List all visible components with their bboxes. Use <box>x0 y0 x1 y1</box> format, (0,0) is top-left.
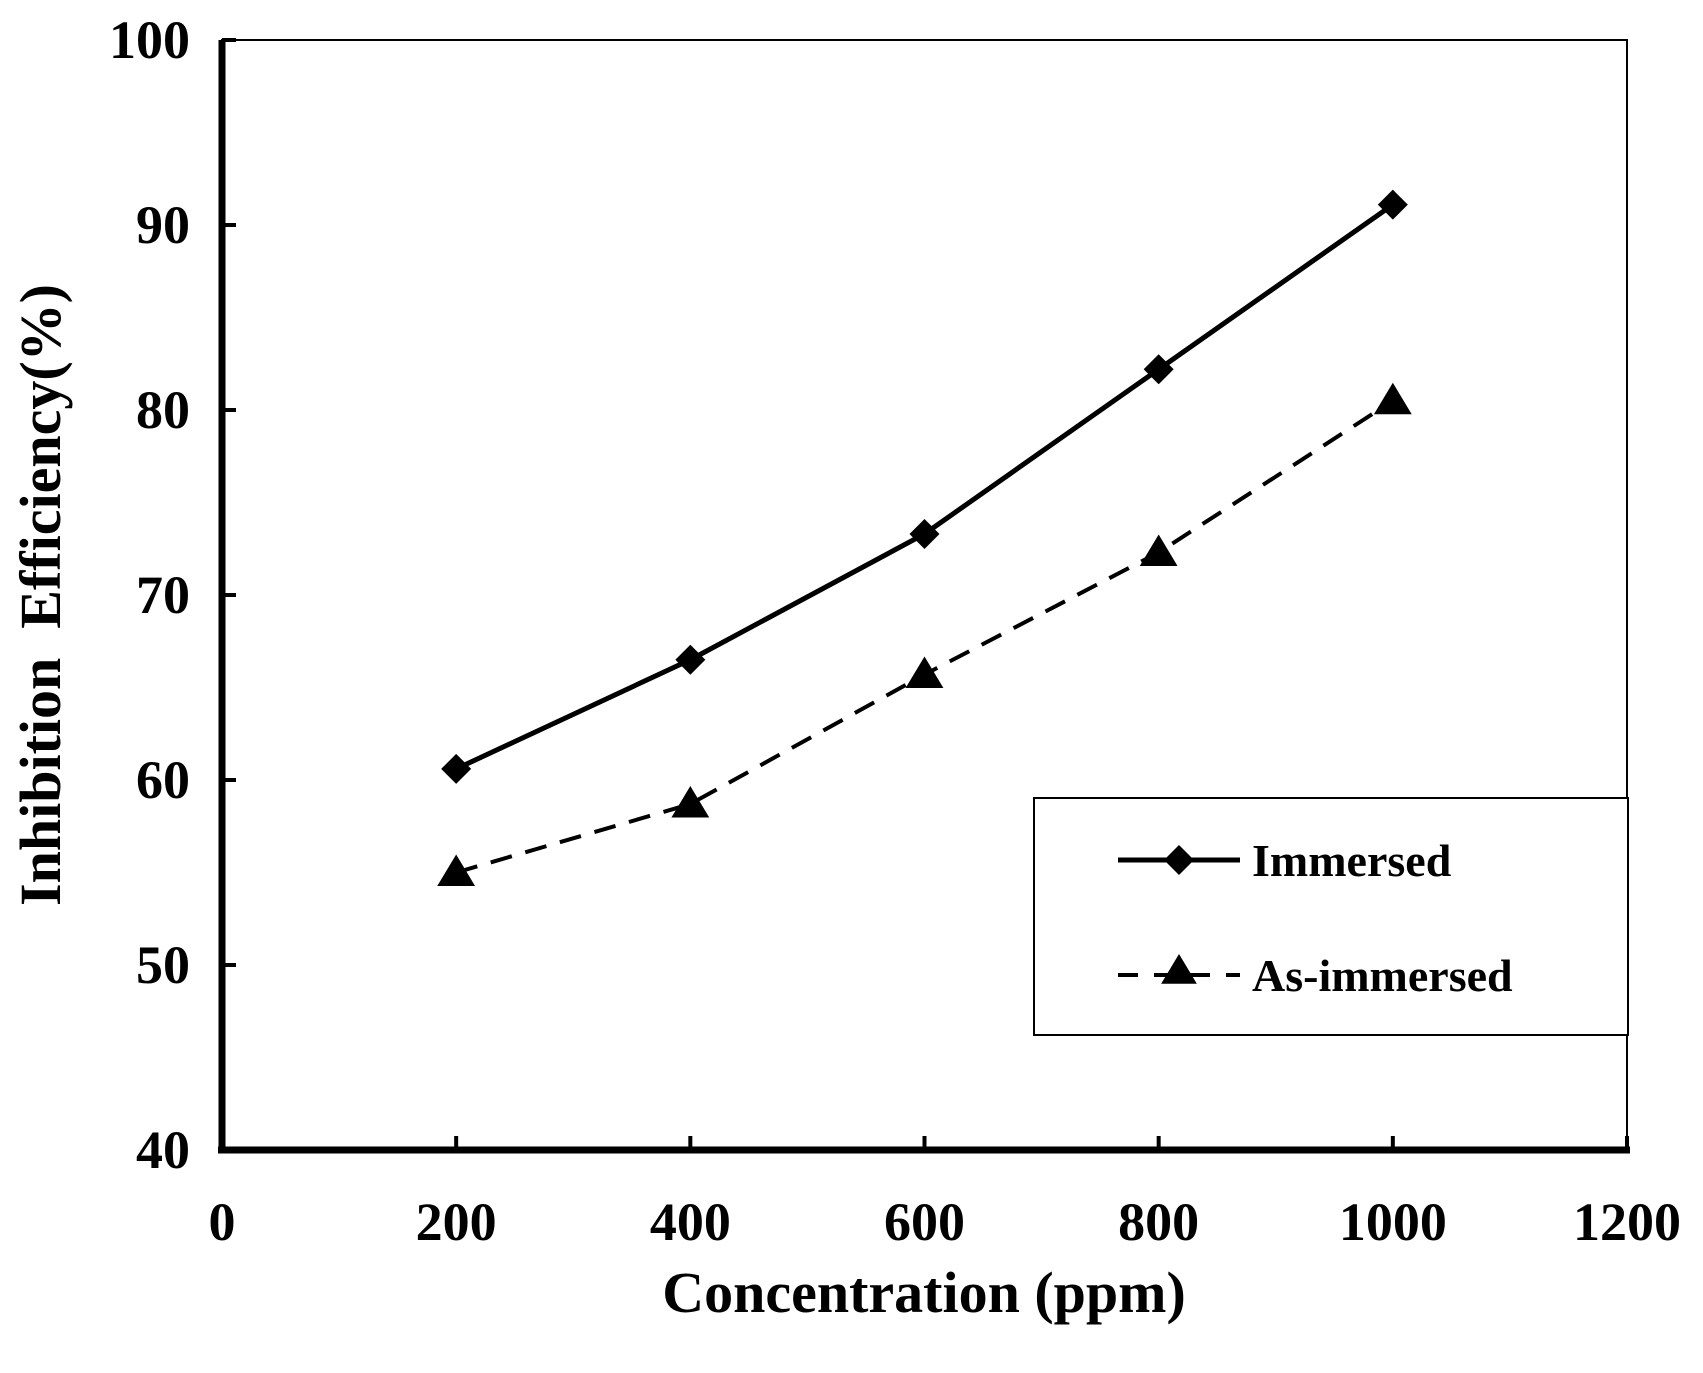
x-tick-label: 200 <box>416 1192 497 1252</box>
x-axis-ticks <box>454 1136 1629 1150</box>
x-tick-label: 800 <box>1118 1192 1199 1252</box>
x-axis-tick-labels: 0 200 400 600 800 1000 1200 <box>209 1192 1682 1252</box>
series-immersed <box>441 189 1408 784</box>
data-point-triangle <box>437 854 476 886</box>
data-point-diamond <box>1377 189 1408 220</box>
data-point-triangle <box>1373 382 1412 415</box>
data-point-diamond <box>441 753 472 784</box>
y-axis-ticks <box>222 38 236 1152</box>
legend-label: As-immersed <box>1252 950 1513 1001</box>
data-point-diamond <box>1143 354 1174 385</box>
y-tick-label: 100 <box>109 10 190 70</box>
legend-entry: Immersed <box>1118 835 1452 886</box>
y-tick-label: 90 <box>136 195 190 255</box>
data-point-diamond <box>675 644 706 675</box>
y-tick-label: 40 <box>136 1120 190 1180</box>
data-point-diamond <box>909 518 940 549</box>
data-point-triangle <box>905 656 944 689</box>
y-tick-label: 80 <box>136 380 190 440</box>
x-axis-title: Concentration (ppm) <box>662 1260 1186 1325</box>
x-tick-label: 1000 <box>1339 1192 1447 1252</box>
y-axis-tick-labels: 40 50 60 70 80 90 100 <box>109 10 190 1180</box>
y-tick-label: 50 <box>136 935 190 995</box>
data-point-triangle <box>671 786 710 818</box>
legend-label: Immersed <box>1252 835 1452 886</box>
data-point-triangle <box>1139 534 1178 566</box>
legend-box <box>1033 797 1629 1036</box>
x-tick-label: 0 <box>209 1192 236 1252</box>
series-as-immersed <box>437 382 1412 886</box>
x-tick-label: 600 <box>884 1192 965 1252</box>
legend: Immersed As-immersed <box>1033 797 1629 1036</box>
x-tick-label: 1200 <box>1573 1192 1681 1252</box>
legend-diamond-marker <box>1164 845 1194 875</box>
legend-entry: As-immersed <box>1118 950 1513 1001</box>
x-tick-label: 400 <box>650 1192 731 1252</box>
series-layer <box>437 189 1412 886</box>
y-tick-label: 70 <box>136 565 190 625</box>
y-axis-title: Inhibition Efficiency(%) <box>8 284 73 906</box>
legend-triangle-marker <box>1161 954 1197 984</box>
y-tick-label: 60 <box>136 750 190 810</box>
